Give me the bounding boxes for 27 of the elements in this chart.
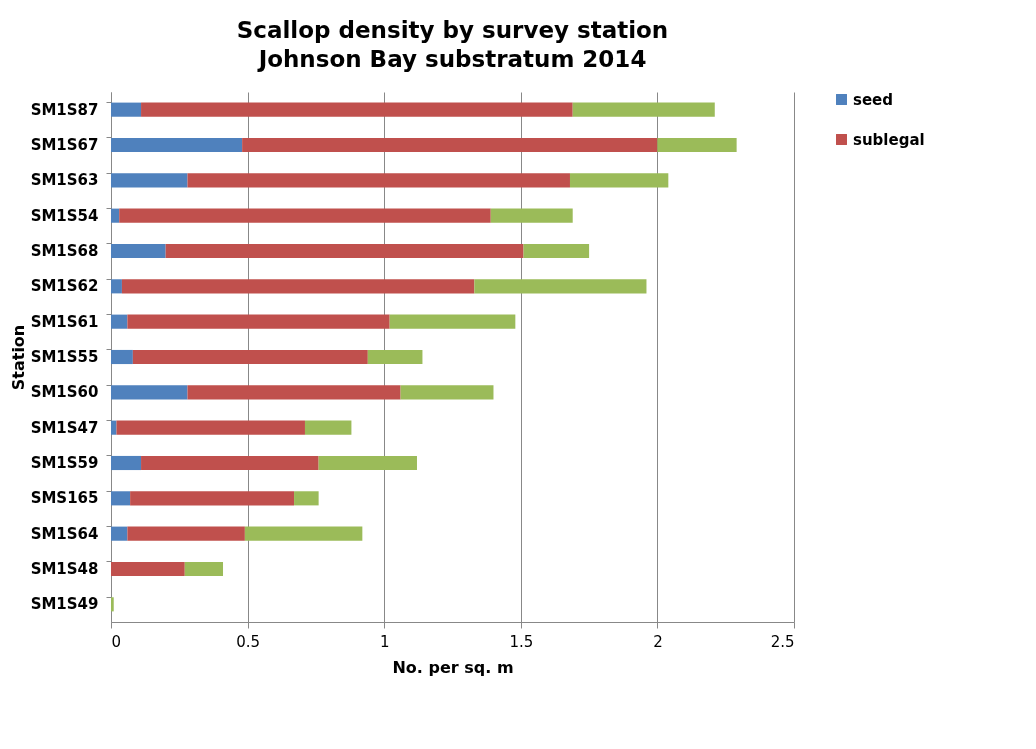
- x-tick-label: 0: [111, 632, 122, 651]
- y-tick-label: SM1S67: [30, 136, 99, 154]
- y-tick-label: SM1S68: [30, 242, 99, 260]
- y-tick-label: SM1S63: [30, 171, 99, 190]
- x-tick-label: 1: [379, 632, 390, 651]
- y-tick-label: SM1S49: [30, 595, 99, 614]
- x-tick-label: 0.5: [236, 632, 261, 651]
- x-tick-label: 2.5: [770, 632, 795, 651]
- y-tick-label: SM1S55: [30, 348, 99, 366]
- y-tick-label: SM1S48: [30, 560, 99, 578]
- x-tick-label: 2: [653, 632, 663, 651]
- chart-title: Scallop density by survey station: [236, 17, 669, 43]
- y-tick-label: SMS165: [30, 489, 99, 508]
- y-tick-label: SM1S47: [30, 418, 99, 437]
- x-axis-title: No. per sq. m: [392, 657, 514, 677]
- y-tick-label: SM1S62: [30, 277, 99, 296]
- x-tick-label: 1.5: [509, 632, 534, 651]
- y-tick-label: SM1S59: [30, 454, 99, 472]
- y-tick-label: SM1S64: [30, 524, 99, 543]
- y-tick-label: SM1S87: [30, 100, 99, 119]
- y-tick-label: SM1S60: [30, 383, 99, 402]
- y-tick-label: SM1S61: [30, 312, 99, 331]
- y-tick-label: SM1S54: [30, 206, 99, 225]
- legend-label: seed: [853, 90, 894, 109]
- legend-label: sublegal: [853, 130, 925, 149]
- chart-subtitle: Johnson Bay substratum 2014: [256, 46, 647, 72]
- y-axis-title: Station: [8, 324, 28, 391]
